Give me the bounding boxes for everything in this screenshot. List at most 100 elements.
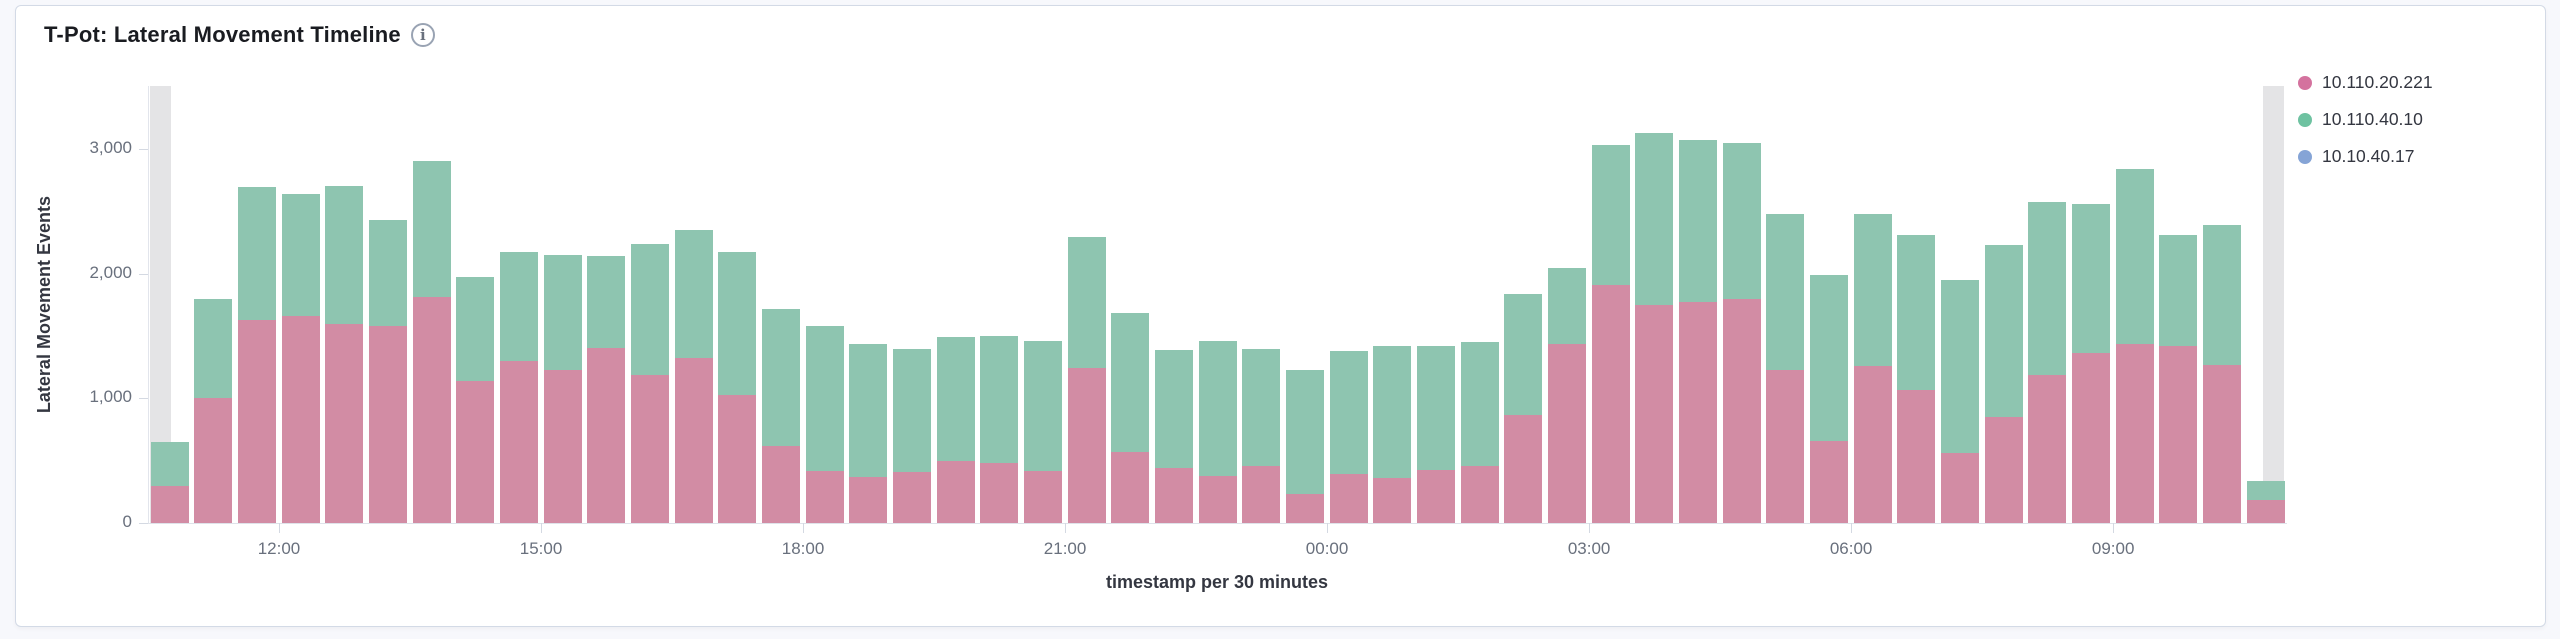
bar-segment-10.110.40.10[interactable]: [1242, 348, 1281, 466]
bar-segment-10.110.40.10[interactable]: [718, 252, 757, 395]
bar-segment-10.110.40.10[interactable]: [892, 349, 931, 472]
bar-segment-10.110.20.221[interactable]: [1591, 285, 1630, 523]
bar-segment-10.110.20.221[interactable]: [1897, 389, 1936, 523]
bar-segment-10.110.40.10[interactable]: [237, 186, 276, 321]
bar-segment-10.110.40.10[interactable]: [194, 298, 233, 399]
bar-segment-10.110.40.10[interactable]: [2246, 480, 2285, 500]
bar-segment-10.110.40.10[interactable]: [412, 160, 451, 298]
bar-segment-10.110.20.221[interactable]: [936, 460, 975, 523]
bar-segment-10.110.20.221[interactable]: [587, 348, 626, 523]
bar-segment-10.110.40.10[interactable]: [2028, 201, 2067, 376]
bar-segment-10.110.20.221[interactable]: [1940, 453, 1979, 523]
bar-segment-10.110.40.10[interactable]: [2115, 168, 2154, 344]
bar-segment-10.110.20.221[interactable]: [194, 398, 233, 523]
bar-segment-10.110.40.10[interactable]: [936, 337, 975, 461]
bar-segment-10.110.40.10[interactable]: [805, 326, 844, 471]
bar-segment-10.110.20.221[interactable]: [150, 485, 189, 523]
bar-segment-10.110.20.221[interactable]: [456, 381, 495, 523]
bar-segment-10.110.20.221[interactable]: [1023, 470, 1062, 523]
bar-segment-10.110.40.10[interactable]: [1766, 213, 1805, 371]
bar-segment-10.110.20.221[interactable]: [980, 463, 1019, 523]
bar-segment-10.110.20.221[interactable]: [499, 360, 538, 523]
bar-segment-10.110.40.10[interactable]: [2159, 235, 2198, 347]
bar-segment-10.110.20.221[interactable]: [2115, 343, 2154, 523]
bar-segment-10.110.40.10[interactable]: [1416, 346, 1455, 471]
legend-item-10.10.40.17[interactable]: 10.10.40.17: [2298, 146, 2433, 167]
bar-segment-10.110.20.221[interactable]: [1984, 417, 2023, 523]
bar-segment-10.110.40.10[interactable]: [1809, 275, 1848, 441]
bar-segment-10.110.40.10[interactable]: [2071, 203, 2110, 354]
bar-segment-10.110.20.221[interactable]: [1635, 305, 1674, 523]
bar-segment-10.110.40.10[interactable]: [1373, 345, 1412, 479]
bar-segment-10.110.20.221[interactable]: [412, 297, 451, 523]
bar-segment-10.110.20.221[interactable]: [674, 358, 713, 523]
bar-segment-10.110.20.221[interactable]: [1460, 466, 1499, 523]
bar-segment-10.110.20.221[interactable]: [281, 315, 320, 523]
bar-segment-10.110.20.221[interactable]: [1111, 452, 1150, 523]
info-icon[interactable]: i: [410, 23, 435, 47]
bar-segment-10.110.20.221[interactable]: [1504, 415, 1543, 523]
bar-segment-10.110.40.10[interactable]: [325, 185, 364, 324]
bar-segment-10.110.40.10[interactable]: [150, 442, 189, 486]
bar-segment-10.110.40.10[interactable]: [1984, 245, 2023, 418]
bar-segment-10.110.20.221[interactable]: [805, 470, 844, 523]
bar-segment-10.110.40.10[interactable]: [1285, 370, 1324, 495]
bar-segment-10.110.40.10[interactable]: [1067, 237, 1106, 368]
bar-segment-10.110.40.10[interactable]: [1940, 279, 1979, 454]
bar-segment-10.110.40.10[interactable]: [1853, 213, 1892, 366]
bar-segment-10.110.20.221[interactable]: [1547, 343, 1586, 523]
bar-segment-10.110.40.10[interactable]: [1591, 144, 1630, 286]
bar-segment-10.110.40.10[interactable]: [1504, 293, 1543, 416]
bar-segment-10.110.20.221[interactable]: [1853, 365, 1892, 523]
bar-segment-10.110.40.10[interactable]: [1547, 268, 1586, 344]
bar-segment-10.110.20.221[interactable]: [2202, 364, 2241, 523]
bar-segment-10.110.20.221[interactable]: [368, 325, 407, 523]
bar-segment-10.110.40.10[interactable]: [1329, 350, 1368, 475]
legend-item-10.110.20.221[interactable]: 10.110.20.221: [2298, 72, 2433, 93]
bar-segment-10.110.20.221[interactable]: [543, 369, 582, 523]
legend-item-10.110.40.10[interactable]: 10.110.40.10: [2298, 109, 2433, 130]
bar-segment-10.110.20.221[interactable]: [1242, 465, 1281, 523]
bar-segment-10.110.40.10[interactable]: [281, 194, 320, 316]
bar-segment-10.110.40.10[interactable]: [1897, 235, 1936, 390]
bar-segment-10.110.40.10[interactable]: [456, 277, 495, 382]
bar-segment-10.110.20.221[interactable]: [2159, 346, 2198, 523]
bar-segment-10.110.40.10[interactable]: [1678, 140, 1717, 302]
bar-segment-10.110.40.10[interactable]: [630, 244, 669, 376]
bar-segment-10.110.40.10[interactable]: [1111, 313, 1150, 453]
bar-segment-10.110.20.221[interactable]: [761, 446, 800, 523]
bar-segment-10.110.20.221[interactable]: [2071, 353, 2110, 523]
bar-segment-10.110.40.10[interactable]: [761, 309, 800, 447]
bar-segment-10.110.40.10[interactable]: [2202, 224, 2241, 365]
bar-segment-10.110.40.10[interactable]: [1154, 349, 1193, 468]
bar-segment-10.110.40.10[interactable]: [543, 255, 582, 370]
bar-segment-10.110.20.221[interactable]: [1722, 298, 1761, 523]
bar-segment-10.110.20.221[interactable]: [1329, 474, 1368, 523]
bar-segment-10.110.20.221[interactable]: [2246, 499, 2285, 523]
bar-segment-10.110.40.10[interactable]: [499, 252, 538, 361]
bar-segment-10.110.20.221[interactable]: [1766, 370, 1805, 523]
bar-segment-10.110.40.10[interactable]: [587, 255, 626, 349]
bar-segment-10.110.20.221[interactable]: [718, 394, 757, 523]
bar-segment-10.110.20.221[interactable]: [1416, 470, 1455, 523]
bar-segment-10.110.20.221[interactable]: [1198, 476, 1237, 523]
bar-segment-10.110.20.221[interactable]: [1154, 467, 1193, 523]
bar-segment-10.110.40.10[interactable]: [849, 344, 888, 477]
bar-segment-10.110.20.221[interactable]: [849, 476, 888, 523]
bar-segment-10.110.40.10[interactable]: [1722, 143, 1761, 299]
bar-segment-10.110.20.221[interactable]: [630, 375, 669, 523]
bar-segment-10.110.20.221[interactable]: [1678, 302, 1717, 523]
bar-segment-10.110.20.221[interactable]: [1809, 440, 1848, 523]
bar-segment-10.110.20.221[interactable]: [2028, 375, 2067, 523]
bar-segment-10.110.40.10[interactable]: [1198, 341, 1237, 477]
bar-segment-10.110.20.221[interactable]: [237, 320, 276, 523]
bar-segment-10.110.20.221[interactable]: [325, 323, 364, 523]
bar-segment-10.110.40.10[interactable]: [1460, 341, 1499, 467]
bar-segment-10.110.20.221[interactable]: [1285, 494, 1324, 523]
bar-segment-10.110.40.10[interactable]: [674, 229, 713, 359]
bar-segment-10.110.20.221[interactable]: [1067, 367, 1106, 523]
bar-segment-10.110.40.10[interactable]: [1023, 340, 1062, 471]
bar-segment-10.110.40.10[interactable]: [368, 220, 407, 326]
bar-segment-10.110.40.10[interactable]: [980, 335, 1019, 464]
bar-segment-10.110.20.221[interactable]: [1373, 478, 1412, 523]
